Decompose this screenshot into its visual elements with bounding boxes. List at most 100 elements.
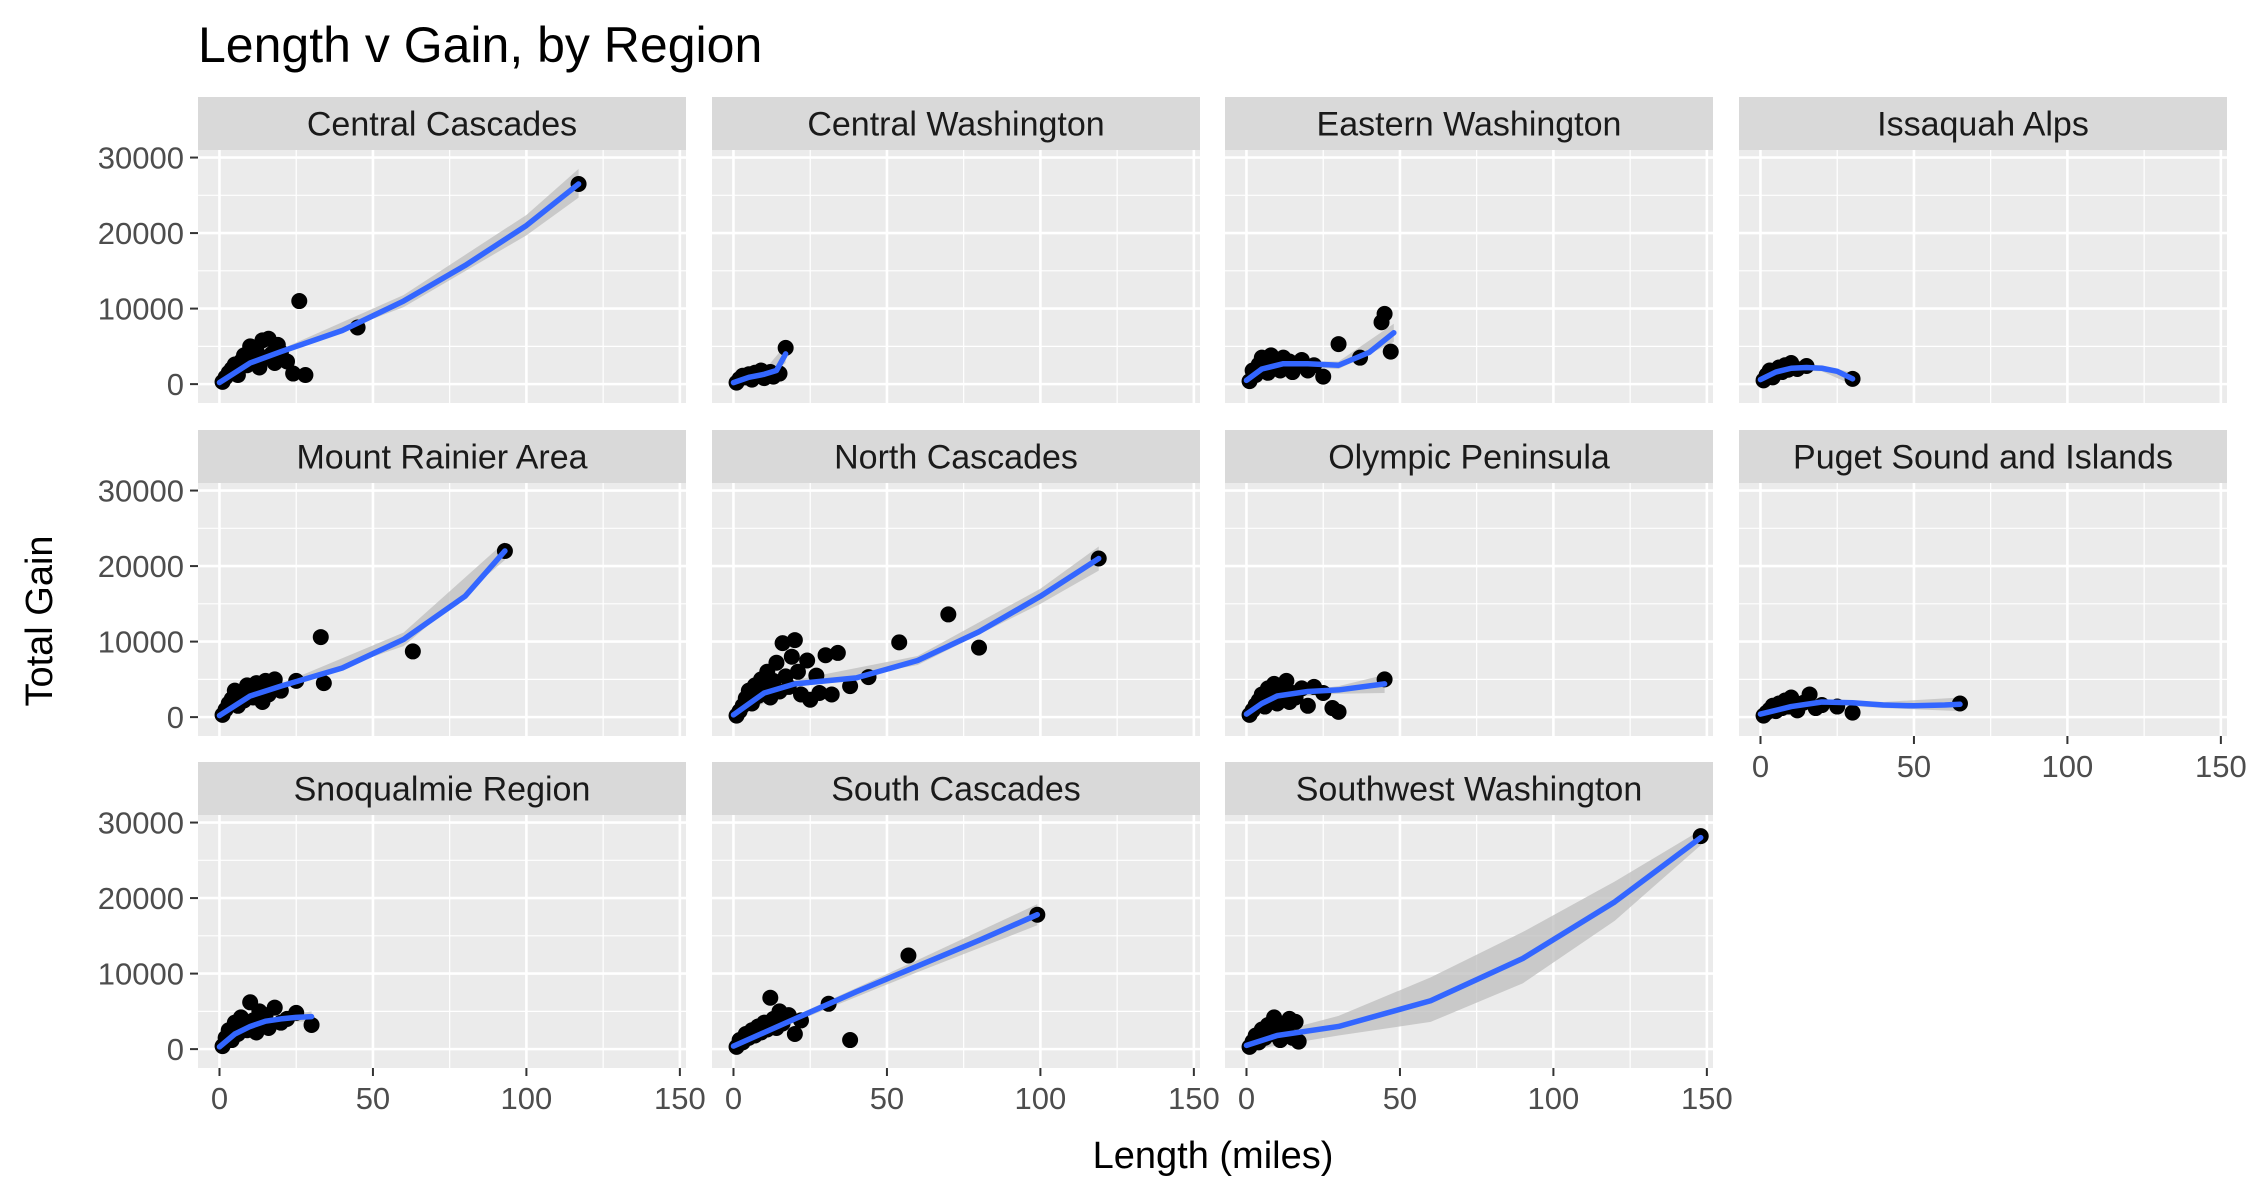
data-point	[842, 678, 859, 695]
y-tick-label: 10000	[98, 292, 184, 327]
smooth-line	[216, 181, 582, 386]
data-point	[971, 639, 988, 656]
facet-north-cascades: North Cascades	[712, 430, 1200, 736]
data-point	[768, 654, 785, 671]
y-tick-label: 0	[167, 367, 184, 402]
facet-label: Mount Rainier Area	[296, 439, 587, 477]
y-tick-label: 20000	[98, 881, 184, 916]
facet-south-cascades: South Cascades 0 50 100 150	[712, 762, 1220, 1116]
smooth-line	[1243, 834, 1704, 1049]
data-point	[1287, 1013, 1304, 1030]
y-tick-label: 30000	[98, 806, 184, 841]
facet-panels: Central Cascades0100002000030000Central …	[98, 97, 2247, 1116]
data-point	[829, 644, 846, 661]
data-point	[297, 367, 314, 384]
facet-strip	[712, 762, 1200, 815]
y-tick-label: 30000	[98, 474, 184, 509]
panel-background	[712, 483, 1200, 736]
data-point	[891, 634, 908, 651]
facet-label: Issaquah Alps	[1877, 106, 2089, 144]
data-point	[279, 353, 296, 370]
data-point	[1376, 305, 1393, 322]
facet-strip	[198, 762, 686, 815]
smooth-line	[216, 548, 508, 719]
x-tick-label: 100	[1528, 1081, 1580, 1116]
data-point	[315, 675, 332, 692]
data-point	[940, 606, 957, 623]
facet-snoqualmie-region: Snoqualmie Region 0 10000 20000 30000 0 50 100 1…	[98, 762, 706, 1116]
data-point	[404, 643, 421, 660]
x-tick-label: 50	[1897, 749, 1931, 784]
panel-background	[1739, 150, 2227, 403]
x-tick-label: 150	[1681, 1081, 1733, 1116]
data-point	[1290, 1033, 1307, 1050]
data-point	[823, 686, 840, 703]
facet-southwest-washington: Southwest Washington 0 50 100 150	[1225, 762, 1733, 1116]
data-point	[777, 339, 794, 356]
facet-mount-rainier-area: Mount Rainier Area 0 10000 20000 30000	[98, 430, 686, 736]
y-tick-label: 0	[167, 700, 184, 735]
y-tick-label: 0	[167, 1032, 184, 1067]
x-tick-label: 150	[1168, 1081, 1220, 1116]
facet-strip	[198, 97, 686, 150]
data-point	[786, 632, 803, 649]
y-tick-label: 10000	[98, 957, 184, 992]
data-point	[900, 947, 917, 964]
data-point	[811, 684, 828, 701]
y-axis-title: Total Gain	[19, 535, 61, 706]
data-point	[291, 293, 308, 310]
data-point	[786, 1026, 803, 1043]
data-point	[789, 663, 806, 680]
x-tick-label: 150	[2195, 749, 2247, 784]
y-tick-label: 20000	[98, 549, 184, 584]
smooth-line	[730, 911, 1041, 1049]
facet-strip	[1225, 762, 1713, 815]
panel-background	[712, 815, 1200, 1068]
data-point	[842, 1032, 859, 1049]
smooth-line	[1243, 681, 1388, 717]
smooth-line	[1243, 330, 1397, 384]
data-point	[1315, 368, 1332, 385]
data-point	[799, 652, 816, 669]
smooth-line	[1757, 699, 1963, 717]
data-point	[266, 999, 283, 1016]
data-point	[1330, 336, 1347, 353]
y-tick-label: 20000	[98, 216, 184, 251]
confidence-band	[733, 546, 1099, 719]
confidence-band	[1246, 674, 1385, 718]
data-point	[817, 647, 834, 664]
facet-puget-sound-and-islands: Puget Sound and Islands 0 50 100 150	[1739, 430, 2247, 784]
data-point	[1783, 689, 1800, 706]
data-point	[1299, 697, 1316, 714]
y-tick-label: 10000	[98, 625, 184, 660]
facet-label: North Cascades	[834, 439, 1078, 477]
facet-label: Central Cascades	[307, 106, 577, 144]
smooth-line	[1757, 364, 1856, 383]
facet-strip	[198, 430, 686, 483]
panel-background	[712, 150, 1200, 403]
facet-label: Puget Sound and Islands	[1793, 439, 2173, 477]
facet-label: Olympic Peninsula	[1328, 439, 1610, 477]
data-point	[1382, 343, 1399, 360]
smooth-line	[216, 1013, 315, 1050]
facet-label: Eastern Washington	[1317, 106, 1622, 144]
x-tick-label: 150	[654, 1081, 706, 1116]
facet-strip	[1225, 97, 1713, 150]
facet-strip	[1739, 97, 2227, 150]
x-tick-label: 50	[1383, 1081, 1417, 1116]
x-tick-label: 0	[725, 1081, 742, 1116]
facet-strip	[1739, 430, 2227, 483]
data-point	[1801, 686, 1818, 703]
facet-strip	[712, 430, 1200, 483]
data-point	[303, 1016, 320, 1033]
facet-issaquah-alps: Issaquah Alps	[1739, 97, 2227, 403]
data-point	[1330, 703, 1347, 720]
x-tick-label: 100	[2042, 749, 2094, 784]
facet-label: Southwest Washington	[1296, 771, 1643, 809]
data-point	[762, 989, 779, 1006]
facet-strip	[712, 97, 1200, 150]
smooth-line	[730, 351, 789, 386]
x-tick-label: 50	[870, 1081, 904, 1116]
data-point	[774, 635, 791, 652]
